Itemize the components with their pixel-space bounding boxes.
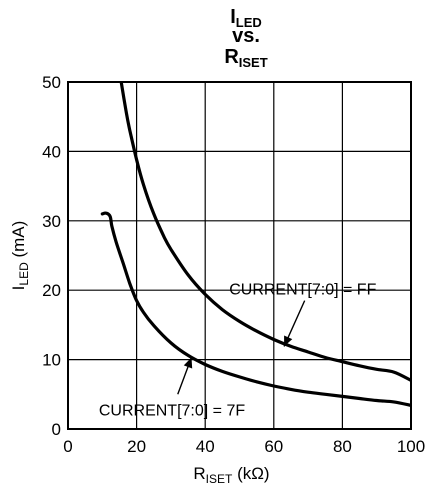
x-tick-label: 60 [264,437,283,456]
annotations: CURRENT[7:0] = FF CURRENT[7:0] = 7F [99,282,377,420]
x-axis-title: RISET (kΩ) [193,464,269,486]
y-tick-label: 50 [42,73,61,92]
title-line-1: ILED [230,6,262,30]
x-tick-label: 80 [333,437,352,456]
series-lines [100,82,411,407]
annotation-arrowhead-2 [183,357,193,369]
annotation-label-2: CURRENT[7:0] = 7F [99,402,245,419]
series-line-2 [100,211,411,407]
title-line-3: RISET [224,46,267,70]
annotation-arrowhead-1 [284,335,293,347]
x-tick-label: 100 [397,437,425,456]
y-tick-label: 20 [42,281,61,300]
x-tick-labels: 0 20 40 60 80 100 [63,437,425,456]
x-tick-label: 0 [63,437,72,456]
plot-frame [67,81,412,430]
annotation-label-1: CURRENT[7:0] = FF [229,282,376,299]
x-axis-label: RISET (kΩ) [193,464,269,486]
y-tick-labels: 0 10 20 30 40 50 [42,73,61,439]
y-axis-title: ILED (mA) [9,221,31,291]
y-tick-label: 10 [42,351,61,370]
x-tick-label: 20 [127,437,146,456]
y-tick-label: 30 [42,212,61,231]
x-tick-label: 40 [196,437,215,456]
series-line-1 [119,82,411,382]
title-line-2: vs. [232,25,260,47]
y-tick-label: 40 [42,142,61,161]
y-tick-label: 0 [52,420,61,439]
y-axis-label: ILED (mA) [9,221,31,291]
